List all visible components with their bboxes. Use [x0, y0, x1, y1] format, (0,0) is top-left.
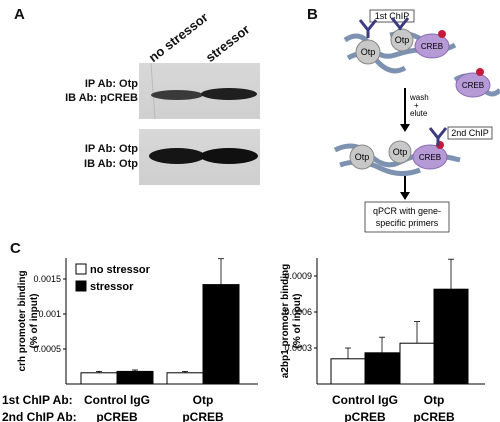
- otp-label-2: Otp: [395, 35, 410, 45]
- creb-protein-free: [455, 72, 491, 98]
- chart0-ytick-label-0: 0.0005: [33, 344, 61, 354]
- chart1-cat-second-0: pCREB: [344, 410, 386, 422]
- lane-no-stressor: no stressor: [145, 9, 211, 66]
- otp-protein-2: [390, 28, 414, 52]
- blot1-label-ip: IP Ab: Otp: [84, 78, 138, 90]
- qpcr-line2: specific primers: [376, 218, 439, 228]
- chart0-ytick-label-2: 0.0015: [33, 274, 61, 284]
- chart0-bar-s1-c1: [202, 284, 240, 385]
- chart0-cat-first-1: Otp: [193, 393, 214, 407]
- otp-protein-1: [355, 39, 381, 65]
- band-pcreb-no-stressor: [151, 90, 203, 100]
- chart0-ytick-label-1: 0.001: [38, 309, 61, 319]
- qpcr-line1: qPCR with gene-: [373, 206, 441, 216]
- legend-label-stressor: stressor: [90, 281, 134, 293]
- chart1-ytick-label-2: 0.0009: [284, 271, 312, 281]
- otp-label-1: Otp: [361, 47, 376, 57]
- chart0-bar-s1-c0: [116, 370, 154, 385]
- creb-protein-1: [414, 33, 450, 59]
- panel-b-letter: B: [307, 6, 318, 23]
- chart0-cat-second-0: pCREB: [96, 410, 138, 422]
- chart1-bar-s1-c0: [364, 352, 400, 385]
- chart1-cat-first-0: Control IgG: [332, 393, 398, 407]
- blot-otp: [139, 129, 260, 185]
- otp-label-3: Otp: [355, 152, 370, 162]
- chart0-cat-first-0: Control IgG: [84, 393, 150, 407]
- panel-a-letter: A: [14, 6, 25, 23]
- band-otp-no-stressor: [149, 148, 205, 164]
- legend-swatch-no-stressor: [75, 263, 87, 275]
- legend-swatch-stressor: [75, 280, 87, 292]
- chart0-ylabel-line1: crh promoter binding: [17, 270, 28, 371]
- creb-label-free: CREB: [462, 81, 484, 90]
- chart0-cat-second-1: pCREB: [182, 410, 224, 422]
- chart1-ytick-label-0: 0.0003: [284, 343, 312, 353]
- blot-otp-bands: [149, 148, 258, 164]
- otp-protein-3: [349, 144, 375, 170]
- row2-label: 2nd ChIP Ab:: [2, 410, 77, 422]
- row1-label: 1st ChIP Ab:: [2, 393, 73, 407]
- otp-label-4: Otp: [393, 147, 408, 157]
- blot1-label-ib: IB Ab: pCREB: [65, 92, 138, 104]
- chart0-bar-s0-c1: [166, 372, 204, 385]
- legend-label-no-stressor: no stressor: [90, 264, 151, 276]
- first-chip-box: [369, 9, 415, 23]
- chart0-bar-s0-c0: [80, 372, 118, 385]
- creb-label-2: CREB: [419, 153, 441, 162]
- phospho-dot-1: [438, 30, 446, 38]
- blot2-label-ip: IP Ab: Otp: [84, 143, 138, 155]
- creb-label-1: CREB: [421, 42, 443, 51]
- elute-label: elute: [410, 109, 428, 118]
- chart1-ylabel-line2: (% of input): [292, 294, 303, 349]
- phospho-dot-free: [476, 68, 484, 76]
- chart1-bar-s0-c1: [399, 342, 435, 385]
- second-chip-label: 2nd ChIP: [451, 128, 489, 138]
- blot-pcreb: [139, 62, 260, 120]
- antibody-icon-2: [390, 17, 410, 31]
- chart1-ytick-label-1: 0.0006: [284, 307, 312, 317]
- second-chip-box: [447, 126, 493, 140]
- chart1-bar-s1-c1: [433, 288, 469, 385]
- chart1-ylabel-line1: a2bp1 promoter binding: [280, 264, 291, 378]
- chart1-cat-second-1: pCREB: [413, 410, 455, 422]
- first-chip-label: 1st ChIP: [375, 11, 410, 21]
- plus-label: +: [414, 101, 419, 110]
- chip-diagram: 1st ChIP Otp Otp CREB CREB wash + elute …: [333, 9, 500, 233]
- antibody-icon-1: [358, 19, 378, 38]
- blot2-label-ib: IB Ab: Otp: [84, 158, 138, 170]
- otp-protein-4: [388, 140, 412, 164]
- panel-c-letter: C: [10, 240, 21, 257]
- creb-protein-2: [412, 144, 448, 170]
- qpcr-box: [364, 201, 450, 233]
- chart1-bar-s0-c0: [330, 358, 366, 385]
- chart0-ylabel-line2: (% of input): [29, 294, 40, 349]
- antibody-icon-3: [428, 127, 448, 146]
- wash-label: wash: [409, 93, 429, 102]
- blot-pcreb-bands: [150, 62, 257, 120]
- chart1-cat-first-1: Otp: [424, 393, 445, 407]
- band-pcreb-stressor: [201, 88, 257, 100]
- band-otp-stressor: [200, 148, 258, 164]
- lane-stressor: stressor: [202, 21, 253, 66]
